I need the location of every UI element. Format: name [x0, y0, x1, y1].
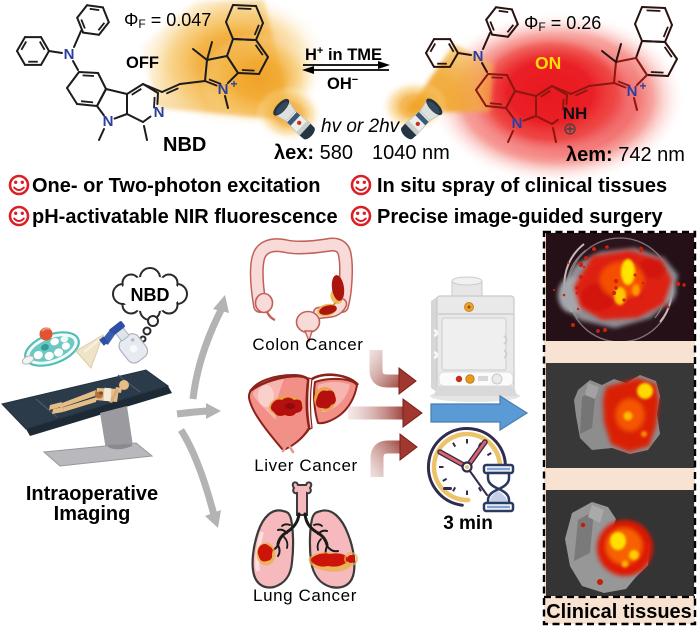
svg-text:+: + — [230, 77, 237, 91]
svg-text:Liver Cancer: Liver Cancer — [254, 456, 358, 475]
svg-text:pH-activatable NIR fluorescenc: pH-activatable NIR fluorescence — [32, 206, 338, 228]
svg-text:ΦF = 0.26: ΦF = 0.26 — [524, 13, 601, 34]
svg-text:NH: NH — [563, 104, 588, 123]
svg-text:Lung Cancer: Lung Cancer — [253, 586, 357, 605]
svg-text:N: N — [473, 48, 484, 65]
svg-text:N: N — [64, 46, 75, 63]
svg-text:Precise image-guided surgery: Precise image-guided surgery — [377, 206, 664, 228]
svg-text:OH−: OH− — [327, 74, 358, 93]
svg-text:λex: 580: λex: 580 — [274, 142, 353, 164]
svg-text:Imaging: Imaging — [54, 503, 131, 525]
svg-text:ON: ON — [535, 53, 561, 73]
svg-text:NBD: NBD — [131, 285, 170, 305]
svg-text:Colon Cancer: Colon Cancer — [252, 335, 363, 354]
svg-text:N: N — [218, 81, 229, 98]
svg-text:ΦF = 0.047: ΦF = 0.047 — [124, 10, 211, 31]
svg-text:+: + — [639, 79, 646, 93]
svg-text:In situ spray of clinical tiss: In situ spray of clinical tissues — [377, 175, 667, 197]
svg-text:N: N — [103, 113, 114, 130]
svg-text:1040 nm: 1040 nm — [372, 142, 450, 164]
svg-text:N: N — [627, 83, 638, 100]
svg-text:N: N — [154, 104, 165, 121]
svg-text:Intraoperative: Intraoperative — [26, 483, 158, 505]
svg-text:NBD: NBD — [163, 134, 206, 156]
svg-text:λem: 742 nm: λem: 742 nm — [566, 144, 685, 166]
svg-text:H+ in TME: H+ in TME — [305, 45, 382, 64]
svg-text:hv or 2hv: hv or 2hv — [321, 116, 401, 137]
svg-text:Clinical tissues: Clinical tissues — [546, 601, 692, 623]
svg-text:N: N — [512, 115, 523, 132]
svg-text:OFF: OFF — [126, 54, 159, 72]
svg-text:3 min: 3 min — [443, 513, 493, 534]
svg-text:One- or Two-photon excitation: One- or Two-photon excitation — [32, 175, 321, 197]
